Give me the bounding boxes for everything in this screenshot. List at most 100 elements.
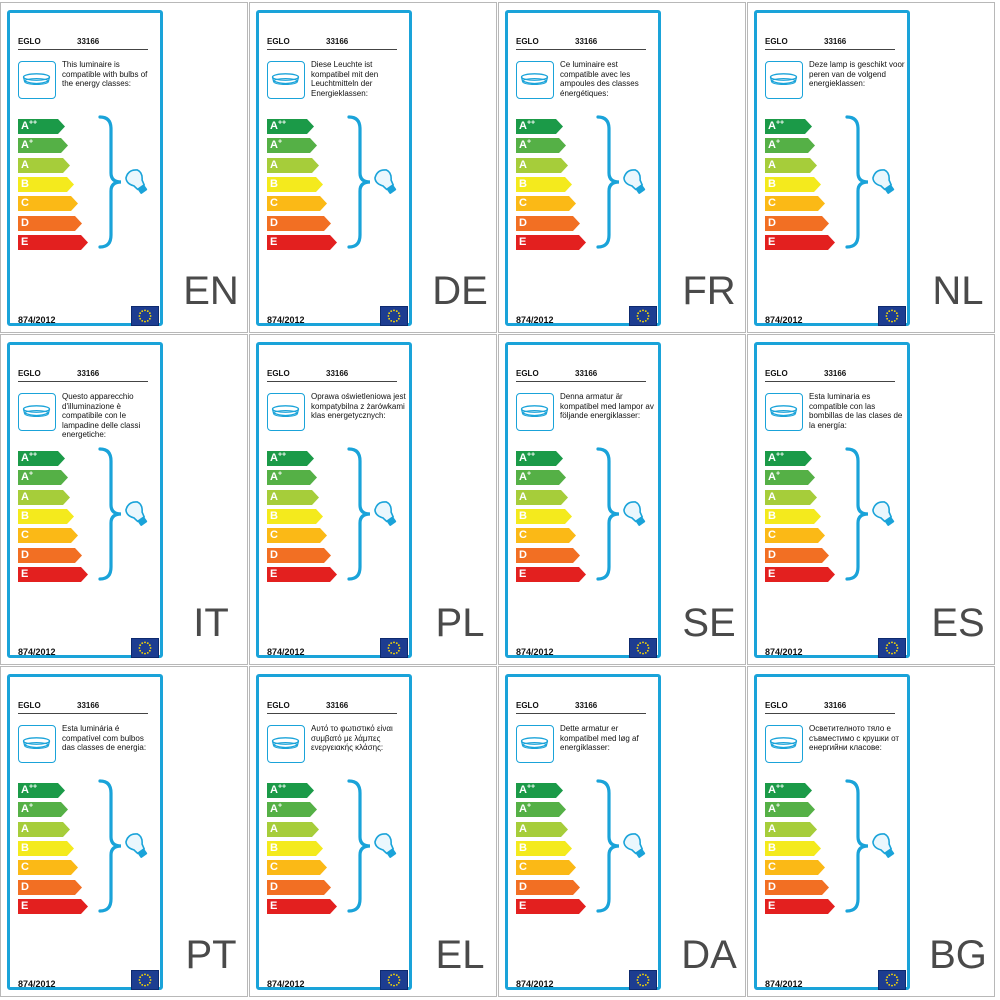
label-cell-it: EGLO 33166 Questo apparecchio d'illuminazi… xyxy=(0,334,248,665)
compatibility-statement: Esta luminária é compatível com bulbos d… xyxy=(62,724,147,752)
energy-class-a-plus-plus: A++ xyxy=(765,119,812,134)
eu-flag-icon xyxy=(629,638,657,658)
energy-label-card: EGLO 33166 Questo apparecchio d'illuminazi… xyxy=(7,342,163,658)
language-code: FR xyxy=(682,269,736,313)
energy-class-a-plus-plus: A++ xyxy=(18,119,65,134)
eu-flag-icon xyxy=(380,970,408,990)
compatibility-statement: Oprawa oświetleniowa jest kompatybilna z… xyxy=(311,392,406,420)
regulation-number: 874/2012 xyxy=(267,315,305,325)
energy-class-d: D xyxy=(18,880,82,895)
brand-name: EGLO xyxy=(765,37,788,46)
energy-class-d: D xyxy=(267,216,331,231)
ceiling-light-icon xyxy=(516,61,554,99)
label-cell-pl: EGLO 33166 Oprawa oświetleniowa jest kompa… xyxy=(249,334,497,665)
label-cell-de: EGLO 33166 Diese Leuchte ist kompatibel mi… xyxy=(249,2,497,333)
energy-label-card: EGLO 33166 Oprawa oświetleniowa jest kompa… xyxy=(256,342,412,658)
compatibility-statement: Ce luminaire est compatible avec les amp… xyxy=(560,60,639,98)
energy-class-e: E xyxy=(267,567,337,582)
curly-bracket-icon xyxy=(346,779,386,913)
energy-class-a-plus: A+ xyxy=(765,802,815,817)
energy-class-b: B xyxy=(516,509,572,524)
regulation-number: 874/2012 xyxy=(765,647,803,657)
curly-bracket-icon xyxy=(346,447,386,581)
model-number: 33166 xyxy=(575,701,598,710)
regulation-number: 874/2012 xyxy=(18,979,56,989)
energy-class-scale: A++ A+ A B C D E xyxy=(267,119,347,254)
ceiling-light-icon xyxy=(18,61,56,99)
energy-class-a-plus: A+ xyxy=(267,138,317,153)
light-bulb-icon xyxy=(120,167,156,199)
energy-class-a-plus: A+ xyxy=(765,138,815,153)
energy-class-d: D xyxy=(516,880,580,895)
energy-class-e: E xyxy=(267,235,337,250)
regulation-number: 874/2012 xyxy=(516,647,554,657)
label-cell-nl: EGLO 33166 Deze lamp is geschikt voor pere… xyxy=(747,2,995,333)
energy-class-a: A xyxy=(18,158,70,173)
energy-label-card: EGLO 33166 Ce luminaire est compatible ave… xyxy=(505,10,661,326)
energy-class-c: C xyxy=(267,196,327,211)
energy-class-c: C xyxy=(516,860,576,875)
ceiling-light-icon xyxy=(267,61,305,99)
energy-class-b: B xyxy=(267,841,323,856)
energy-class-a: A xyxy=(18,490,70,505)
brand-name: EGLO xyxy=(267,369,290,378)
energy-class-b: B xyxy=(18,841,74,856)
brand-name: EGLO xyxy=(267,701,290,710)
ceiling-light-icon xyxy=(267,725,305,763)
eu-flag-icon xyxy=(629,306,657,326)
energy-class-e: E xyxy=(18,899,88,914)
label-header: EGLO 33166 xyxy=(516,33,646,50)
label-header: EGLO 33166 xyxy=(18,697,148,714)
ceiling-light-icon xyxy=(18,725,56,763)
light-bulb-icon xyxy=(618,499,654,531)
label-cell-da: EGLO 33166 Dette armatur er kompatibel med… xyxy=(498,666,746,997)
compatibility-statement: Questo apparecchio d'illuminazione è com… xyxy=(62,392,141,439)
label-cell-es: EGLO 33166 Esta luminaria es compatible co… xyxy=(747,334,995,665)
language-code: BG xyxy=(929,933,987,977)
compatibility-statement: Esta luminaria es compatible con las bom… xyxy=(809,392,903,430)
energy-class-scale: A++ A+ A B C D E xyxy=(516,451,596,586)
energy-class-scale: A++ A+ A B C D E xyxy=(267,783,347,918)
label-cell-fr: EGLO 33166 Ce luminaire est compatible ave… xyxy=(498,2,746,333)
energy-class-a-plus: A+ xyxy=(18,138,68,153)
energy-label-card: EGLO 33166 Denna armatur är kompatibel med… xyxy=(505,342,661,658)
energy-class-d: D xyxy=(18,216,82,231)
compatibility-statement: Αυτό το φωτιστικό είναι συμβατό με λάμπε… xyxy=(311,724,393,752)
brand-name: EGLO xyxy=(516,701,539,710)
model-number: 33166 xyxy=(326,37,349,46)
curly-bracket-icon xyxy=(844,115,884,249)
energy-class-d: D xyxy=(267,880,331,895)
language-code: EL xyxy=(435,933,485,977)
energy-class-scale: A++ A+ A B C D E xyxy=(267,451,347,586)
ceiling-light-icon xyxy=(267,393,305,431)
label-cell-en: EGLO 33166 This luminaire is compatible wi… xyxy=(0,2,248,333)
compatibility-statement: Denna armatur är kompatibel med lampor a… xyxy=(560,392,654,420)
energy-class-c: C xyxy=(516,196,576,211)
model-number: 33166 xyxy=(326,369,349,378)
curly-bracket-icon xyxy=(97,779,137,913)
energy-label-card: EGLO 33166 Esta luminaria es compatible co… xyxy=(754,342,910,658)
model-number: 33166 xyxy=(77,37,100,46)
energy-class-a-plus: A+ xyxy=(765,470,815,485)
energy-label-card: EGLO 33166 Осветителното тяло е съвместимо… xyxy=(754,674,910,990)
regulation-number: 874/2012 xyxy=(18,315,56,325)
energy-label-card: EGLO 33166 Diese Leuchte ist kompatibel mi… xyxy=(256,10,412,326)
energy-class-c: C xyxy=(267,860,327,875)
energy-class-a-plus-plus: A++ xyxy=(765,783,812,798)
curly-bracket-icon xyxy=(97,115,137,249)
label-header: EGLO 33166 xyxy=(18,365,148,382)
model-number: 33166 xyxy=(575,37,598,46)
energy-class-b: B xyxy=(18,509,74,524)
energy-class-a-plus: A+ xyxy=(267,802,317,817)
label-cell-bg: EGLO 33166 Осветителното тяло е съвместимо… xyxy=(747,666,995,997)
energy-class-a-plus: A+ xyxy=(516,802,566,817)
regulation-number: 874/2012 xyxy=(516,979,554,989)
energy-class-b: B xyxy=(516,177,572,192)
language-code: PT xyxy=(185,933,237,977)
energy-class-d: D xyxy=(267,548,331,563)
energy-class-scale: A++ A+ A B C D E xyxy=(18,783,98,918)
ceiling-light-icon xyxy=(18,393,56,431)
energy-class-e: E xyxy=(18,235,88,250)
light-bulb-icon xyxy=(618,831,654,863)
energy-class-e: E xyxy=(765,899,835,914)
